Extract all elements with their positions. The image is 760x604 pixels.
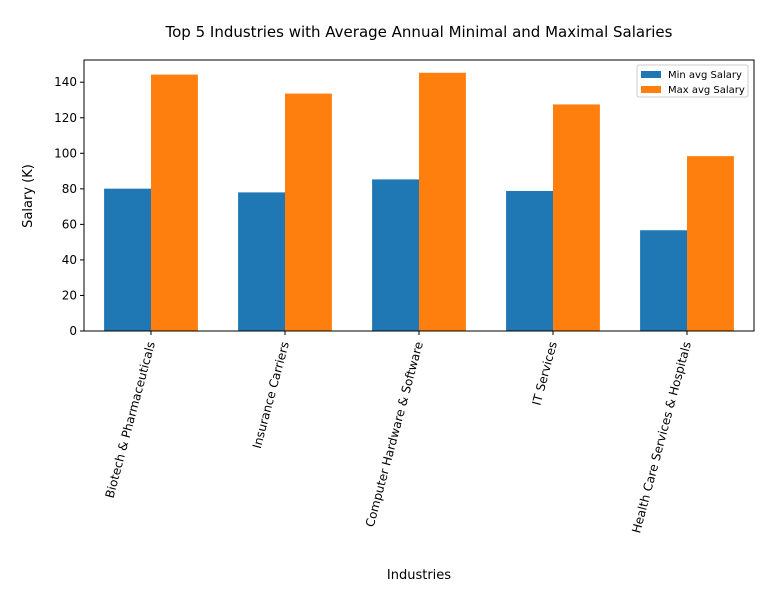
bar-min-salary (372, 179, 419, 331)
y-axis-label: Salary (K) (21, 164, 36, 228)
chart-title: Top 5 Industries with Average Annual Min… (165, 23, 673, 41)
y-tick-label: 60 (62, 217, 77, 231)
legend-label: Min avg Salary (668, 70, 742, 81)
legend-frame (636, 64, 749, 98)
y-tick-label: 0 (69, 324, 77, 338)
bar-min-salary (506, 190, 553, 331)
x-tick-label: IT Services (529, 340, 559, 407)
y-tick-label: 120 (54, 111, 77, 125)
y-tick-label: 140 (54, 75, 77, 89)
y-tick-label: 80 (62, 182, 77, 196)
x-tick-label: Biotech & Pharmaceuticals (103, 340, 158, 499)
x-tick-label: Computer Hardware & Software (363, 340, 426, 528)
bar-min-salary (104, 188, 151, 331)
y-tick-label: 100 (54, 146, 77, 160)
bar-max-salary (687, 156, 734, 331)
x-tick-label: Insurance Carriers (250, 340, 292, 450)
bar-max-salary (151, 74, 198, 331)
legend-label: Max avg Salary (668, 85, 745, 96)
bar-min-salary (238, 192, 285, 331)
legend: Min avg Salary Max avg Salary (636, 64, 749, 98)
bar-max-salary (419, 72, 466, 332)
plot-area (104, 72, 734, 332)
y-tick-label: 20 (62, 288, 77, 302)
legend-swatch (641, 86, 661, 93)
x-axis: Biotech & Pharmaceuticals Insurance Carri… (103, 331, 694, 535)
bar-max-salary (285, 93, 332, 331)
y-axis: 0 20 40 60 80 100 120 140 (54, 75, 84, 338)
y-tick-label: 40 (62, 253, 77, 267)
bar-max-salary (553, 104, 600, 331)
legend-swatch (641, 71, 661, 78)
x-axis-label: Industries (387, 568, 451, 583)
bar-min-salary (640, 230, 687, 331)
x-tick-label: Health Care Services & Hospitals (629, 340, 694, 535)
